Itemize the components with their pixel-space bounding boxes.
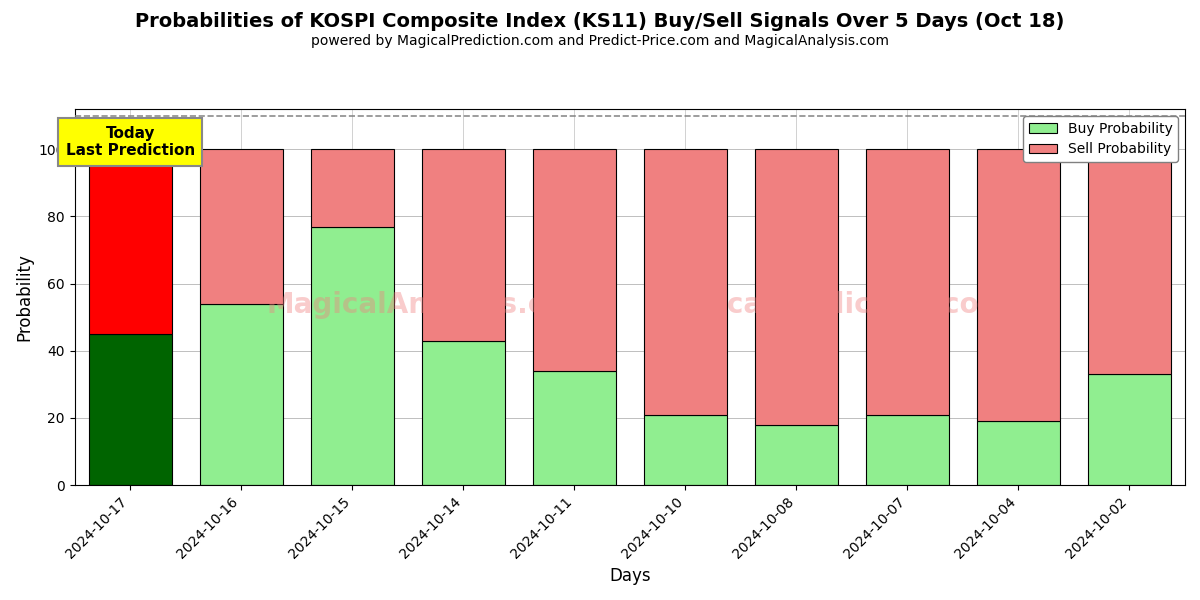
Text: MagicalAnalysis.com: MagicalAnalysis.com [266,290,593,319]
Text: powered by MagicalPrediction.com and Predict-Price.com and MagicalAnalysis.com: powered by MagicalPrediction.com and Pre… [311,34,889,48]
Bar [643,415,727,485]
Bar [89,149,172,334]
Bar [755,149,838,425]
Bar [311,227,394,485]
Legend: Buy Probability, Sell Probability: Buy Probability, Sell Probability [1024,116,1178,162]
Bar [977,149,1060,421]
Bar [755,425,838,485]
Bar [311,149,394,227]
Bar [533,149,616,371]
Bar [421,341,505,485]
Bar [421,149,505,341]
Y-axis label: Probability: Probability [16,253,34,341]
Bar [199,149,283,304]
Bar [865,149,949,415]
Bar [643,149,727,415]
Text: Today
Last Prediction: Today Last Prediction [66,126,194,158]
Text: Probabilities of KOSPI Composite Index (KS11) Buy/Sell Signals Over 5 Days (Oct : Probabilities of KOSPI Composite Index (… [136,12,1064,31]
Bar [865,415,949,485]
Bar [533,371,616,485]
X-axis label: Days: Days [610,567,650,585]
Bar [89,334,172,485]
Bar [199,304,283,485]
Bar [977,421,1060,485]
Bar [1088,149,1171,374]
Text: MagicalPrediction.com: MagicalPrediction.com [652,290,1008,319]
Bar [1088,374,1171,485]
